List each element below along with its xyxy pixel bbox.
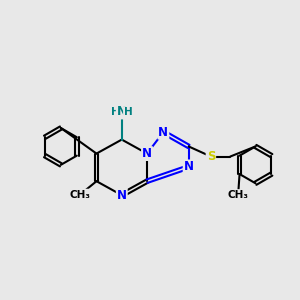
FancyBboxPatch shape [116,191,127,200]
Text: N: N [142,147,152,160]
Text: CH₃: CH₃ [70,190,91,200]
Text: H: H [111,107,120,117]
FancyBboxPatch shape [73,190,87,199]
FancyBboxPatch shape [142,149,152,158]
FancyBboxPatch shape [109,107,135,117]
Text: CH₃: CH₃ [228,190,249,200]
FancyBboxPatch shape [231,190,245,200]
Text: N: N [117,189,127,202]
FancyBboxPatch shape [183,163,194,171]
FancyBboxPatch shape [158,128,169,136]
Text: S: S [207,150,215,163]
Text: H: H [124,107,133,117]
FancyBboxPatch shape [206,152,216,161]
Text: N: N [158,126,168,139]
Text: N: N [184,160,194,173]
Text: N: N [117,106,127,118]
